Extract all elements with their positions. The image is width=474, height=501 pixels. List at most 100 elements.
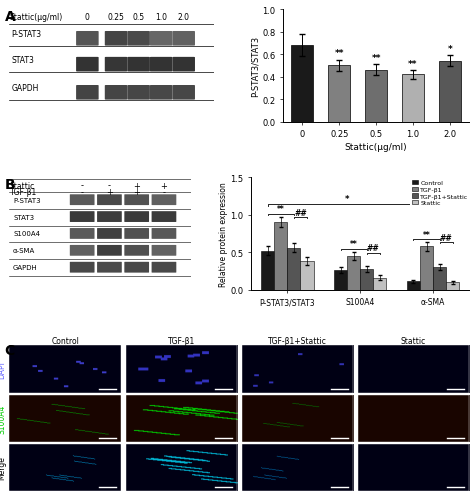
Bar [407, 282, 420, 290]
Text: Stattic: Stattic [9, 181, 35, 190]
Text: 0.25: 0.25 [108, 14, 125, 23]
Text: -: - [81, 188, 84, 197]
Bar [274, 223, 287, 290]
Y-axis label: Merge: Merge [0, 455, 7, 479]
Text: P-STAT3: P-STAT3 [11, 30, 42, 39]
Text: ##: ## [367, 243, 380, 253]
Text: 1.0: 1.0 [155, 14, 167, 23]
FancyBboxPatch shape [128, 86, 150, 100]
Text: *: * [447, 45, 452, 54]
Text: +: + [106, 188, 113, 197]
Bar [347, 257, 360, 290]
FancyBboxPatch shape [124, 245, 149, 256]
FancyBboxPatch shape [124, 212, 149, 222]
Text: -: - [108, 181, 111, 190]
Legend: Control, TGF-β1, TGF-β1+Stattic, Stattic: Control, TGF-β1, TGF-β1+Stattic, Stattic [410, 179, 471, 207]
FancyBboxPatch shape [124, 195, 149, 206]
FancyBboxPatch shape [97, 228, 122, 239]
Text: STAT3: STAT3 [11, 56, 35, 65]
Y-axis label: P-STAT3/STAT3: P-STAT3/STAT3 [250, 36, 259, 97]
FancyBboxPatch shape [152, 212, 176, 222]
X-axis label: Stattic(μg/ml): Stattic(μg/ml) [345, 143, 408, 152]
Title: Stattic: Stattic [401, 336, 426, 345]
Y-axis label: Relative protein expression: Relative protein expression [219, 182, 228, 286]
FancyBboxPatch shape [173, 86, 195, 100]
Text: -: - [163, 188, 165, 197]
FancyBboxPatch shape [150, 86, 173, 100]
FancyBboxPatch shape [152, 263, 176, 273]
Bar [446, 283, 459, 290]
FancyBboxPatch shape [152, 195, 176, 206]
Bar [433, 268, 446, 290]
FancyBboxPatch shape [150, 32, 173, 47]
Text: -: - [81, 181, 84, 190]
Text: +: + [133, 181, 140, 190]
Y-axis label: DAPI: DAPI [0, 360, 7, 378]
FancyBboxPatch shape [128, 58, 150, 72]
Bar [360, 270, 374, 290]
FancyBboxPatch shape [105, 32, 128, 47]
FancyBboxPatch shape [70, 263, 94, 273]
Text: **: ** [277, 205, 285, 214]
Text: GAPDH: GAPDH [11, 84, 39, 93]
FancyBboxPatch shape [105, 58, 128, 72]
FancyBboxPatch shape [70, 212, 94, 222]
Text: ##: ## [440, 233, 453, 242]
Text: ##: ## [294, 208, 307, 217]
Text: α-SMA: α-SMA [13, 248, 36, 254]
FancyBboxPatch shape [124, 263, 149, 273]
Text: **: ** [371, 54, 381, 63]
FancyBboxPatch shape [152, 228, 176, 239]
Text: B: B [5, 178, 15, 192]
Bar [292, 46, 313, 122]
FancyBboxPatch shape [70, 245, 94, 256]
Title: TGF-β1: TGF-β1 [168, 336, 195, 345]
Text: **: ** [335, 49, 344, 58]
Text: GAPDH: GAPDH [13, 265, 38, 271]
Y-axis label: S100A4: S100A4 [0, 404, 7, 433]
Text: STAT3: STAT3 [13, 214, 34, 220]
FancyBboxPatch shape [173, 32, 195, 47]
Title: TGF-β1+Stattic: TGF-β1+Stattic [268, 336, 327, 345]
Bar [365, 71, 387, 122]
Text: S100A4: S100A4 [13, 231, 40, 237]
Text: **: ** [408, 60, 418, 69]
FancyBboxPatch shape [152, 245, 176, 256]
FancyBboxPatch shape [76, 86, 99, 100]
FancyBboxPatch shape [76, 32, 99, 47]
Text: +: + [161, 181, 167, 190]
Bar [420, 246, 433, 290]
Bar [261, 251, 274, 290]
Text: +: + [133, 188, 140, 197]
Text: **: ** [350, 240, 357, 249]
Text: *: * [345, 195, 349, 204]
Bar [439, 62, 461, 122]
FancyBboxPatch shape [105, 86, 128, 100]
Bar [402, 75, 424, 122]
Bar [287, 248, 301, 290]
Text: A: A [5, 10, 16, 24]
Bar [334, 271, 347, 290]
Bar [301, 262, 314, 290]
Text: TGF-β1: TGF-β1 [9, 188, 36, 197]
Title: Control: Control [51, 336, 79, 345]
Text: P-STAT3: P-STAT3 [13, 197, 41, 203]
Bar [374, 278, 386, 290]
FancyBboxPatch shape [97, 245, 122, 256]
Text: 2.0: 2.0 [178, 14, 190, 23]
FancyBboxPatch shape [76, 58, 99, 72]
FancyBboxPatch shape [97, 212, 122, 222]
FancyBboxPatch shape [150, 58, 173, 72]
Bar [328, 66, 350, 122]
Text: 0: 0 [85, 14, 90, 23]
FancyBboxPatch shape [97, 263, 122, 273]
Text: 0.5: 0.5 [133, 14, 145, 23]
FancyBboxPatch shape [173, 58, 195, 72]
FancyBboxPatch shape [70, 195, 94, 206]
FancyBboxPatch shape [124, 228, 149, 239]
FancyBboxPatch shape [128, 32, 150, 47]
Text: Stattic(μg/ml): Stattic(μg/ml) [9, 14, 63, 23]
Text: C: C [5, 343, 15, 357]
FancyBboxPatch shape [70, 228, 94, 239]
FancyBboxPatch shape [97, 195, 122, 206]
